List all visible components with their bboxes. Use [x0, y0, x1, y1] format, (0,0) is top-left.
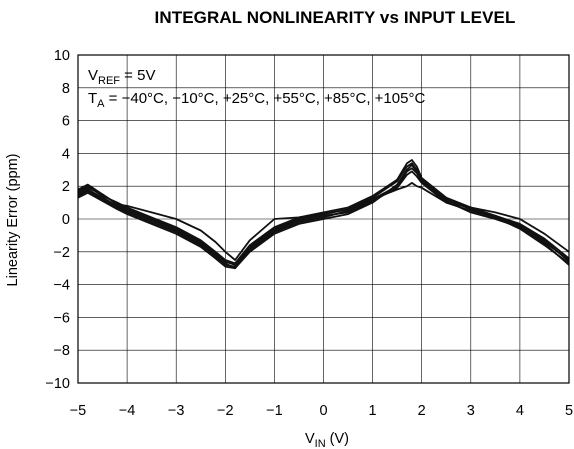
annotation-vref-rest: = 5V	[120, 67, 155, 84]
y-tick-labels: −10 −8 −6 −4 −2 0 2 4 6 8 10	[45, 48, 70, 392]
annotation-ta-main: T	[88, 90, 97, 107]
annotation-ta-rest: = −40°C, −10°C, +25°C, +55°C, +85°C, +10…	[105, 90, 426, 107]
x-tick-label: −5	[70, 403, 87, 419]
x-tick-label: −1	[266, 403, 283, 419]
annotation-vref: VREF = 5V	[88, 67, 155, 87]
series-line-6	[77, 163, 570, 270]
series-line-4	[77, 170, 570, 268]
y-tick-label: 10	[54, 48, 70, 64]
x-axis-label-sub: IN	[315, 438, 326, 449]
annotation-vref-main: V	[88, 67, 98, 84]
y-tick-label: 4	[62, 146, 70, 162]
annotation-vref-sub: REF	[98, 75, 120, 87]
annotation-temperatures: TA = −40°C, −10°C, +25°C, +55°C, +85°C, …	[88, 90, 425, 110]
x-tick-label: −4	[119, 403, 136, 419]
x-axis-label: VIN (V)	[305, 431, 349, 449]
x-tick-label: 2	[418, 403, 426, 419]
x-axis-label-unit: (V)	[326, 431, 349, 447]
y-tick-label: 6	[62, 114, 70, 130]
x-tick-label: 1	[369, 403, 377, 419]
y-tick-label: −6	[53, 310, 70, 326]
y-tick-label: −8	[53, 343, 70, 359]
y-tick-label: 8	[62, 81, 70, 97]
x-tick-label: 4	[516, 403, 524, 419]
x-tick-label: 3	[467, 403, 475, 419]
x-tick-labels: −5 −4 −3 −2 −1 0 1 2 3 4 5	[70, 403, 573, 419]
x-tick-label: 5	[565, 403, 573, 419]
x-tick-label: 0	[319, 403, 327, 419]
plot-frame	[77, 54, 570, 384]
y-tick-label: −10	[45, 376, 70, 392]
chart-title: INTEGRAL NONLINEARITY vs INPUT LEVEL	[154, 8, 516, 27]
y-tick-label: −2	[53, 245, 70, 261]
x-tick-label: −3	[168, 403, 185, 419]
annotation-ta-sub: A	[97, 98, 105, 110]
y-tick-label: 0	[62, 212, 70, 228]
x-tick-label: −2	[217, 403, 234, 419]
y-tick-label: −4	[53, 278, 70, 294]
series-layer	[77, 159, 570, 270]
y-axis-label: Linearity Error (ppm)	[5, 154, 21, 287]
x-axis-label-main: V	[305, 431, 315, 447]
y-tick-label: 2	[62, 179, 70, 195]
